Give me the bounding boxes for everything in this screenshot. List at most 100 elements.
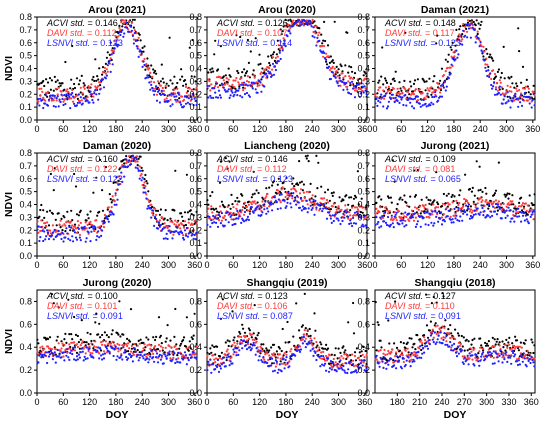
point-acvi <box>459 189 462 192</box>
point-lsnvi <box>77 227 80 230</box>
point-acvi <box>411 346 414 349</box>
point-lsnvi <box>183 229 187 232</box>
point-davi <box>218 205 222 208</box>
point-davi <box>305 334 308 337</box>
point-acvi <box>326 188 330 191</box>
point-acvi <box>92 347 95 350</box>
point-lsnvi <box>65 354 68 357</box>
point-acvi <box>117 179 120 182</box>
point-acvi <box>277 177 280 180</box>
std-lsnvi: LSNVI std. = 0.123 <box>47 38 123 48</box>
point-lsnvi <box>266 75 269 78</box>
point-lsnvi <box>283 367 286 370</box>
point-davi <box>219 76 222 79</box>
point-lsnvi <box>157 355 161 358</box>
point-davi <box>181 95 184 98</box>
point-lsnvi <box>212 363 215 366</box>
point-lsnvi <box>55 235 58 238</box>
point-lsnvi <box>120 171 123 174</box>
point-lsnvi <box>524 214 528 217</box>
point-lsnvi <box>121 358 124 361</box>
point-lsnvi <box>181 231 184 235</box>
std-davi: DAVI std. = 0.117 <box>385 28 455 38</box>
point-lsnvi <box>489 72 492 75</box>
point-lsnvi <box>522 212 526 215</box>
point-acvi <box>359 354 362 358</box>
point-acvi <box>337 68 340 71</box>
point-lsnvi <box>466 23 470 26</box>
point-davi <box>525 209 528 212</box>
point-lsnvi <box>483 59 486 62</box>
point-lsnvi <box>96 88 99 92</box>
point-davi <box>155 93 159 96</box>
point-lsnvi <box>129 163 133 166</box>
point-lsnvi <box>442 338 445 341</box>
point-lsnvi <box>53 94 56 97</box>
point-lsnvi <box>430 332 433 335</box>
point-lsnvi <box>70 93 73 96</box>
point-acvi <box>480 20 483 23</box>
point-davi <box>340 355 343 358</box>
point-acvi <box>213 53 216 56</box>
point-davi <box>266 193 269 196</box>
point-lsnvi <box>214 91 217 94</box>
point-davi <box>302 191 305 194</box>
point-lsnvi <box>182 358 185 361</box>
axes-frame <box>374 289 536 394</box>
point-davi <box>502 202 505 205</box>
point-lsnvi <box>419 225 422 228</box>
point-davi <box>462 22 465 26</box>
point-davi <box>456 209 459 212</box>
point-lsnvi <box>124 26 127 29</box>
point-davi <box>486 63 489 66</box>
point-lsnvi <box>57 229 60 233</box>
point-lsnvi <box>452 349 455 352</box>
point-lsnvi <box>275 360 278 363</box>
point-acvi <box>442 295 445 298</box>
point-lsnvi <box>412 107 416 110</box>
point-lsnvi <box>450 63 453 66</box>
point-davi <box>172 356 175 359</box>
point-davi <box>56 93 59 96</box>
point-acvi <box>136 39 139 42</box>
point-acvi <box>384 79 388 82</box>
point-acvi <box>138 33 141 36</box>
point-acvi <box>505 338 508 341</box>
point-davi <box>324 359 327 362</box>
point-lsnvi <box>352 216 355 219</box>
point-davi <box>295 345 298 348</box>
point-acvi <box>423 210 426 213</box>
point-lsnvi <box>352 87 355 90</box>
point-davi <box>478 350 481 353</box>
point-acvi <box>520 209 524 212</box>
std-value: 0.112 <box>95 28 117 38</box>
point-acvi <box>343 351 346 354</box>
point-acvi <box>47 224 51 227</box>
point-acvi <box>79 209 82 212</box>
point-davi <box>143 343 146 346</box>
point-lsnvi <box>311 207 314 210</box>
point-acvi <box>377 81 380 84</box>
point-davi <box>458 201 461 205</box>
std-value: 0.122 <box>95 164 118 174</box>
point-lsnvi <box>394 96 397 99</box>
point-acvi <box>307 160 310 163</box>
panel-title: Liancheng (2020) <box>244 140 330 152</box>
y-tick-label: 0.7 <box>19 161 32 171</box>
point-lsnvi <box>357 83 360 86</box>
y-tick-label: 0.3 <box>357 76 370 86</box>
point-acvi <box>179 344 182 347</box>
point-acvi <box>393 79 396 83</box>
point-davi <box>487 348 490 351</box>
point-davi <box>116 38 119 41</box>
point-acvi <box>410 337 413 340</box>
point-lsnvi <box>330 368 333 371</box>
point-davi <box>164 346 167 349</box>
point-lsnvi <box>527 95 530 98</box>
point-acvi <box>314 195 317 198</box>
point-acvi <box>292 335 295 338</box>
point-lsnvi <box>53 228 56 232</box>
point-lsnvi <box>322 355 325 358</box>
point-acvi <box>272 180 276 183</box>
